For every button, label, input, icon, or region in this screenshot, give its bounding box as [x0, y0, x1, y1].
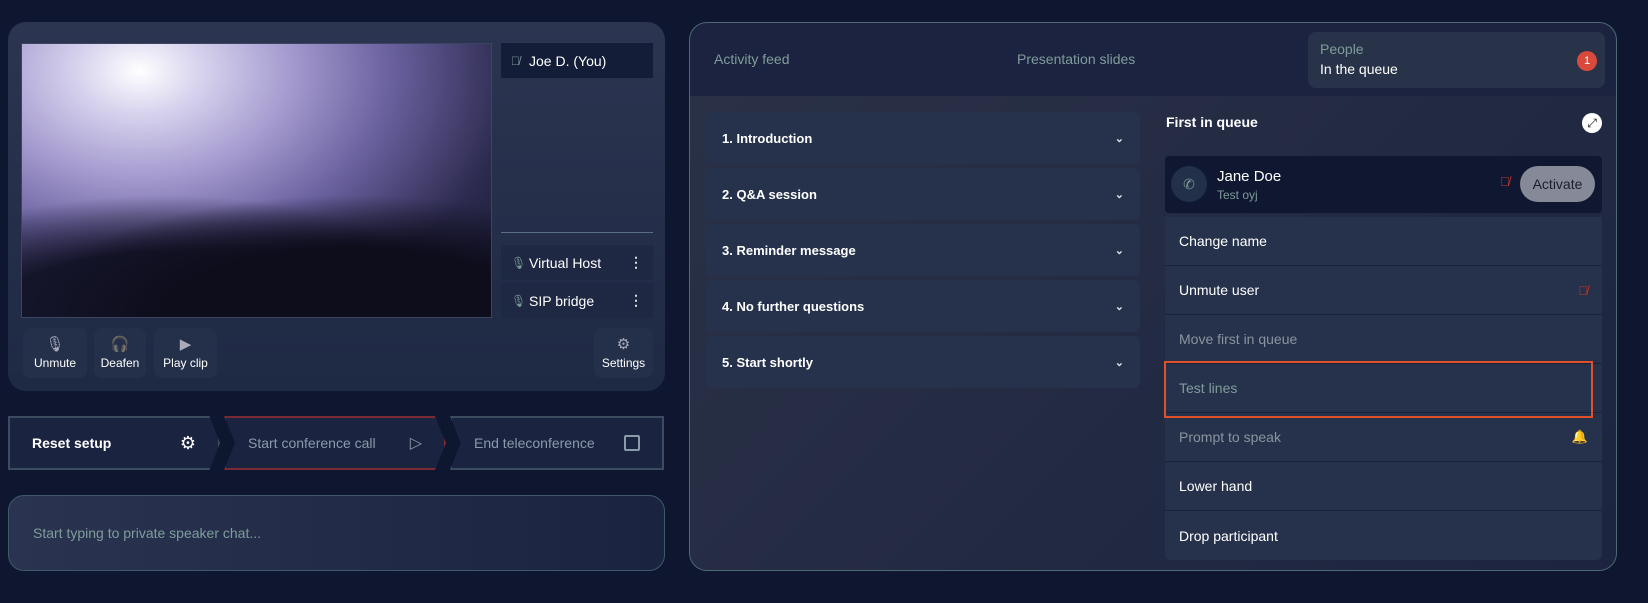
chevron-down-icon: ⌄	[1114, 132, 1124, 145]
play-icon: ▶	[179, 335, 192, 353]
menu-prompt-to-speak[interactable]: Prompt to speak 🔔	[1165, 413, 1602, 462]
label: 3. Reminder message	[722, 242, 856, 258]
activate-button[interactable]: Activate	[1520, 166, 1595, 202]
agenda-item[interactable]: 3. Reminder message ⌄	[706, 224, 1140, 276]
menu-move-first[interactable]: Move first in queue	[1165, 315, 1602, 364]
video-preview	[21, 43, 492, 318]
agenda-item[interactable]: 5. Start shortly ⌄	[706, 336, 1140, 388]
label: Move first in queue	[1179, 331, 1298, 347]
mic-off-icon: 🎙̸	[1578, 282, 1588, 298]
settings-button[interactable]: ⚙ Settings	[594, 328, 653, 378]
label: Start conference call	[248, 435, 376, 451]
play-icon: ▷	[409, 435, 422, 452]
mic-off-icon: 🎙̸	[511, 53, 520, 68]
expand-icon[interactable]: ⤢	[1582, 113, 1602, 133]
queue-count-badge: 1	[1577, 51, 1597, 71]
tab-sublabel: In the queue	[1320, 61, 1398, 77]
play-clip-button[interactable]: ▶ Play clip	[154, 328, 217, 378]
tab-activity-feed[interactable]: Activity feed	[714, 51, 790, 67]
label: Settings	[601, 355, 646, 370]
phone-icon: ✆	[1171, 166, 1207, 202]
deafen-button[interactable]: 🎧 Deafen	[94, 328, 146, 378]
label: Play clip	[163, 355, 208, 370]
label: Lower hand	[1179, 478, 1253, 494]
end-teleconference-button[interactable]: End teleconference	[450, 416, 664, 470]
label: Test lines	[1179, 380, 1238, 396]
label: 1. Introduction	[722, 130, 813, 146]
label: Deafen	[100, 355, 140, 370]
video-crowd	[22, 194, 491, 317]
highlight-box	[1164, 361, 1593, 418]
queue-title: First in queue	[1166, 114, 1258, 130]
label: 5. Start shortly	[722, 354, 814, 370]
chevron-down-icon: ⌄	[1114, 356, 1124, 369]
label: 2. Q&A session	[722, 186, 817, 202]
stop-icon	[624, 435, 640, 451]
placeholder: Start typing to private speaker chat...	[33, 525, 262, 541]
tab-people[interactable]: People In the queue 1	[1308, 32, 1605, 88]
gear-icon: ⚙	[616, 335, 631, 353]
participant-name: Virtual Host	[529, 254, 602, 271]
label: Prompt to speak	[1179, 429, 1281, 445]
tab-label: People	[1320, 41, 1364, 57]
headphones-icon: 🎧	[110, 335, 130, 353]
divider	[501, 232, 653, 233]
menu-drop-participant[interactable]: Drop participant	[1165, 511, 1602, 560]
participant-name: Joe D. (You)	[529, 52, 607, 69]
chevron-down-icon: ⌄	[1114, 300, 1124, 313]
menu-change-name[interactable]: Change name	[1165, 217, 1602, 266]
mic-icon: 🎙	[511, 293, 527, 308]
reset-setup-button[interactable]: Reset setup ⚙	[8, 416, 220, 470]
mic-off-icon: 🎙	[45, 335, 65, 353]
more-icon[interactable]: ⋮	[629, 254, 643, 270]
panel-content: 1. Introduction ⌄ 2. Q&A session ⌄ 3. Remi…	[690, 96, 1616, 570]
chevron-down-icon: ⌄	[1114, 188, 1124, 201]
label: Reset setup	[32, 435, 112, 451]
label: 4. No further questions	[722, 298, 865, 314]
participant-name: SIP bridge	[529, 292, 595, 309]
mic-icon: 🎙	[511, 255, 527, 270]
start-conference-button[interactable]: Start conference call ▷	[224, 416, 446, 470]
more-icon[interactable]: ⋮	[629, 292, 643, 308]
caller-name: Jane Doe	[1217, 168, 1282, 185]
menu-unmute-user[interactable]: Unmute user 🎙̸	[1165, 266, 1602, 315]
participant-self[interactable]: 🎙̸ Joe D. (You)	[501, 43, 653, 78]
label: Unmute user	[1179, 282, 1260, 298]
mic-off-icon: 🎙̸	[1500, 174, 1510, 189]
participant-sip-bridge[interactable]: 🎙 SIP bridge ⋮	[501, 283, 653, 318]
chevron-down-icon: ⌄	[1114, 244, 1124, 257]
gear-icon: ⚙	[179, 432, 196, 453]
speaker-chat-input[interactable]: Start typing to private speaker chat...	[8, 495, 665, 571]
side-panel: Activity feed Presentation slides People…	[689, 22, 1617, 571]
menu-lower-hand[interactable]: Lower hand	[1165, 462, 1602, 511]
participant-virtual-host[interactable]: 🎙 Virtual Host ⋮	[501, 245, 653, 280]
bell-icon: 🔔	[1571, 429, 1588, 444]
menu-test-lines[interactable]: Test lines	[1165, 364, 1602, 413]
label: Drop participant	[1179, 527, 1278, 544]
agenda-item[interactable]: 1. Introduction ⌄	[706, 112, 1140, 164]
queue-entry: ✆ Jane Doe Test oyj 🎙̸ Activate	[1165, 156, 1602, 213]
label: Change name	[1179, 233, 1267, 249]
unmute-button[interactable]: 🎙 Unmute	[23, 328, 87, 378]
tab-presentation-slides[interactable]: Presentation slides	[1017, 51, 1136, 67]
caller-subtitle: Test oyj	[1217, 188, 1258, 202]
label: End teleconference	[474, 435, 595, 451]
label: Unmute	[33, 355, 77, 370]
agenda-item[interactable]: 2. Q&A session ⌄	[706, 168, 1140, 220]
agenda-item[interactable]: 4. No further questions ⌄	[706, 280, 1140, 332]
